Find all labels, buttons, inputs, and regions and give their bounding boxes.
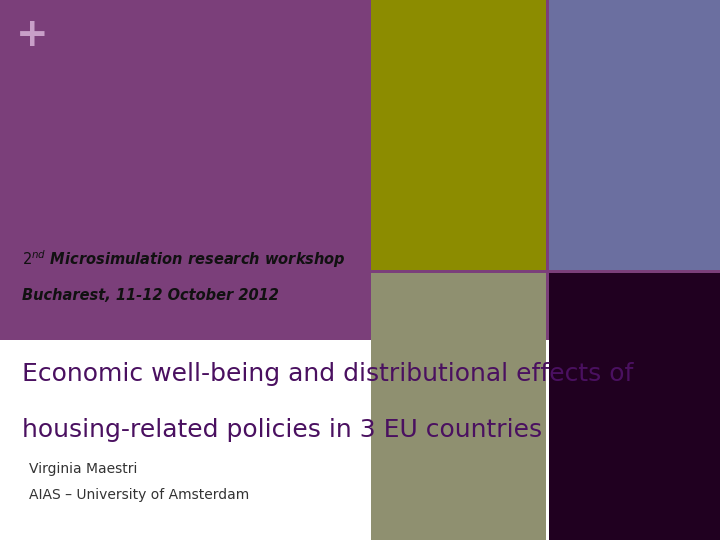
- Text: AIAS – University of Amsterdam: AIAS – University of Amsterdam: [29, 488, 249, 502]
- Bar: [0, 0, 720, 340]
- Bar: [371, 0, 546, 270]
- Text: Virginia Maestri: Virginia Maestri: [29, 462, 138, 476]
- Bar: [371, 273, 546, 540]
- Text: +: +: [16, 16, 48, 54]
- Text: $2^{nd}$ Microsimulation research workshop: $2^{nd}$ Microsimulation research worksh…: [22, 248, 346, 270]
- Bar: [549, 0, 720, 270]
- Text: Economic well-being and distributional effects of: Economic well-being and distributional e…: [22, 362, 633, 386]
- Bar: [549, 273, 720, 540]
- Text: housing-related policies in 3 EU countries: housing-related policies in 3 EU countri…: [22, 418, 541, 442]
- Text: Bucharest, 11-12 October 2012: Bucharest, 11-12 October 2012: [22, 288, 279, 303]
